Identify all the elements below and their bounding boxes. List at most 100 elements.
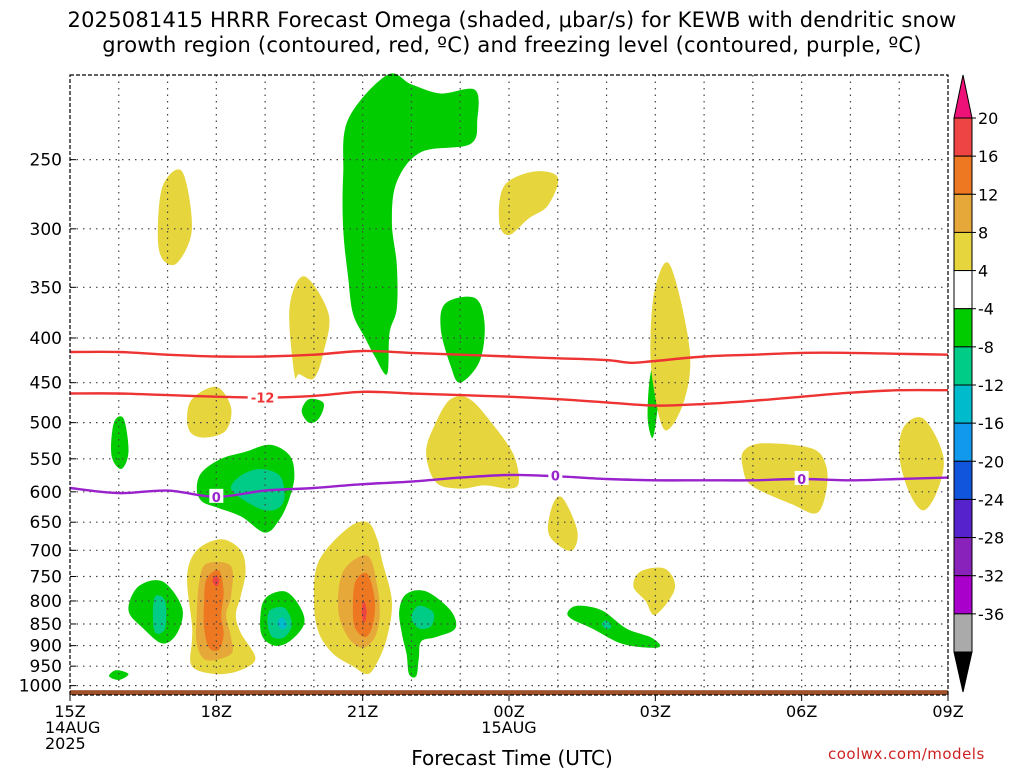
y-tick-label-500: 500: [30, 414, 62, 434]
contour-line-0: [69, 349, 949, 365]
y-tick-label-750: 750: [30, 567, 62, 587]
colorbar: 20 16 12 8 4 -4 -8 -12 -16 -20 -24 -28 -32 -36: [953, 74, 1004, 693]
y-tick-label-700: 700: [30, 541, 62, 561]
colorbar-segment-6: [953, 346, 973, 386]
ground-bar: [70, 690, 948, 695]
omega-region-neg8-32: [601, 620, 612, 630]
y-tick-label-650: 650: [30, 513, 62, 533]
omega-region-neg4-2: [111, 416, 129, 470]
y-tick-label-850: 850: [30, 615, 62, 635]
colorbar-segment-7: [953, 384, 973, 424]
omega-shading: [108, 73, 944, 680]
ground-surface: [70, 690, 948, 695]
contour-label-2: 0: [551, 470, 560, 485]
plot-frame: [69, 74, 949, 696]
colorbar-segment-11: [953, 537, 973, 577]
temperature-contours: -12 0 0 0: [69, 349, 949, 506]
colorbar-label-4: 4: [978, 262, 988, 281]
omega-region-pos4-1: [187, 386, 232, 438]
colorbar-segment-10: [953, 498, 973, 539]
colorbar-segment-12: [953, 575, 973, 615]
colorbar-label-2: 12: [978, 185, 998, 204]
omega-region-pos4-14: [633, 567, 676, 616]
omega-region-pos16-21: [212, 575, 220, 587]
colorbar-segment-3: [953, 231, 973, 272]
omega-region-neg8-34: [230, 469, 285, 511]
y-tick-label-300: 300: [30, 220, 62, 240]
omega-region-neg4-17: [108, 670, 129, 680]
chart-title-line-2: growth region (contoured, red, ºC) and f…: [102, 33, 922, 57]
colorbar-label-3: 8: [978, 223, 988, 242]
y-axis-ticks: 2503003504004505005506006507007508008509…: [19, 151, 76, 697]
omega-region-pos4-11: [547, 496, 578, 551]
colorbar-segment-1: [953, 155, 973, 195]
contour-label-bg-1: [209, 488, 224, 503]
colorbar-label-12: -32: [978, 567, 1004, 586]
colorbar-segment-5: [953, 308, 973, 348]
watermark-link[interactable]: coolwx.com/models: [828, 745, 985, 763]
colorbar-segment-9: [953, 460, 973, 500]
contour-label-3: 0: [797, 473, 806, 488]
colorbar-segment-13: [953, 613, 973, 653]
y-tick-label-900: 900: [30, 637, 62, 657]
colorbar-label-8: -16: [978, 414, 1004, 433]
colorbar-label-11: -28: [978, 529, 1004, 548]
x-tick-label-24-1: 15AUG: [481, 718, 536, 737]
omega-region-neg4-4: [301, 398, 325, 424]
x-tick-label-15-1: 14AUG: [45, 718, 100, 737]
omega-region-pos12-20: [203, 569, 224, 652]
omega-region-neg12-24: [277, 617, 288, 630]
y-tick-label-800: 800: [30, 592, 62, 612]
colorbar-label-1: 16: [978, 147, 998, 166]
omega-region-neg4-5: [342, 73, 479, 375]
colorbar-label-13: -36: [978, 605, 1004, 624]
y-tick-label-1000: 1000: [19, 677, 62, 697]
x-tick-label-15-2: 2025: [45, 734, 86, 753]
x-tick-label-33-0: 09Z: [932, 702, 963, 721]
contour-label-bg-3: [794, 470, 809, 485]
x-tick-label-30-0: 06Z: [786, 702, 817, 721]
contour-label-1: 0: [212, 491, 221, 506]
x-tick-label-24-0: 00Z: [493, 702, 524, 721]
colorbar-segment-0: [953, 117, 973, 157]
contour-label-bg-0: [247, 389, 278, 404]
colorbar-segment-2: [953, 193, 973, 233]
omega-region-neg8-16: [152, 595, 167, 634]
colorbar-segment-8: [953, 422, 973, 462]
omega-region-pos16-28: [361, 601, 367, 623]
omega-region-neg4-31: [567, 605, 661, 648]
y-tick-label-600: 600: [30, 483, 62, 503]
x-axis-label: Forecast Time (UTC): [411, 746, 613, 770]
colorbar-arrow-bottom: [953, 651, 973, 693]
x-tick-label-27-0: 03Z: [640, 702, 671, 721]
x-tick-label-21-0: 21Z: [347, 702, 378, 721]
y-tick-label-350: 350: [30, 278, 62, 298]
omega-region-pos4-13: [899, 417, 944, 511]
colorbar-label-6: -8: [978, 338, 994, 357]
omega-region-pos4-7: [498, 171, 559, 236]
x-tick-label-18-0: 18Z: [201, 702, 232, 721]
x-tick-label-15-0: 15Z: [54, 702, 85, 721]
omega-region-pos4-10: [650, 262, 691, 431]
colorbar-label-5: -4: [978, 300, 994, 319]
y-tick-label-450: 450: [30, 374, 62, 394]
contour-line-1: [69, 388, 949, 407]
colorbar-segment-4: [953, 270, 973, 310]
chart-title-line-1: 2025081415 HRRR Forecast Omega (shaded, …: [67, 8, 957, 32]
omega-region-pos4-0: [157, 169, 192, 266]
colorbar-arrow-top: [953, 74, 973, 119]
y-tick-label-250: 250: [30, 151, 62, 171]
omega-region-neg4-6: [440, 296, 485, 383]
omega-region-pos4-8: [426, 396, 519, 489]
colorbar-label-10: -24: [978, 490, 1004, 509]
y-tick-label-400: 400: [30, 329, 62, 349]
contour-label-0: -12: [251, 392, 275, 407]
contour-label-bg-2: [548, 467, 563, 482]
omega-region-neg8-30: [411, 605, 435, 630]
y-tick-label-550: 550: [30, 450, 62, 470]
colorbar-label-0: 20: [978, 109, 998, 128]
colorbar-label-9: -20: [978, 452, 1004, 471]
y-tick-label-950: 950: [30, 657, 62, 677]
